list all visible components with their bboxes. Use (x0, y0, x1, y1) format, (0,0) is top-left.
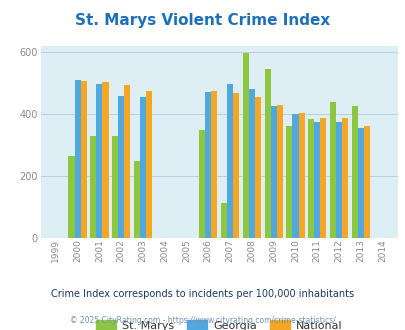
Bar (96, 84, 102, 238)
Bar (248, 89, 254, 238)
Bar (329, 102, 335, 238)
Bar (232, 93, 239, 238)
Bar (220, 203, 226, 238)
Bar (140, 97, 146, 238)
Bar (68, 156, 75, 238)
Bar (146, 91, 152, 238)
Bar (298, 113, 304, 238)
Bar (335, 122, 341, 238)
Bar (341, 118, 347, 238)
Bar (118, 96, 124, 238)
Bar (199, 130, 205, 238)
Bar (363, 126, 369, 238)
Bar (254, 97, 260, 238)
Bar (75, 80, 81, 238)
Bar (81, 81, 87, 238)
Bar (112, 136, 118, 238)
Bar (205, 92, 211, 238)
Bar (313, 122, 320, 238)
Bar (357, 128, 363, 238)
Bar (134, 161, 140, 238)
Legend: St. Marys, Georgia, National: St. Marys, Georgia, National (92, 316, 346, 330)
Bar (124, 85, 130, 238)
Text: St. Marys Violent Crime Index: St. Marys Violent Crime Index (75, 13, 330, 28)
Bar (351, 106, 357, 238)
Bar (264, 69, 270, 238)
Bar (320, 118, 326, 238)
Bar (102, 82, 108, 238)
Bar (242, 53, 248, 238)
Bar (292, 114, 298, 238)
Bar (211, 91, 217, 238)
Bar (286, 126, 292, 238)
Text: Crime Index corresponds to incidents per 100,000 inhabitants: Crime Index corresponds to incidents per… (51, 289, 354, 299)
Text: © 2025 CityRating.com - https://www.cityrating.com/crime-statistics/: © 2025 CityRating.com - https://www.city… (70, 315, 335, 325)
Bar (226, 84, 232, 238)
Bar (90, 136, 96, 238)
Bar (276, 105, 282, 238)
Bar (270, 106, 276, 238)
Bar (307, 119, 313, 238)
